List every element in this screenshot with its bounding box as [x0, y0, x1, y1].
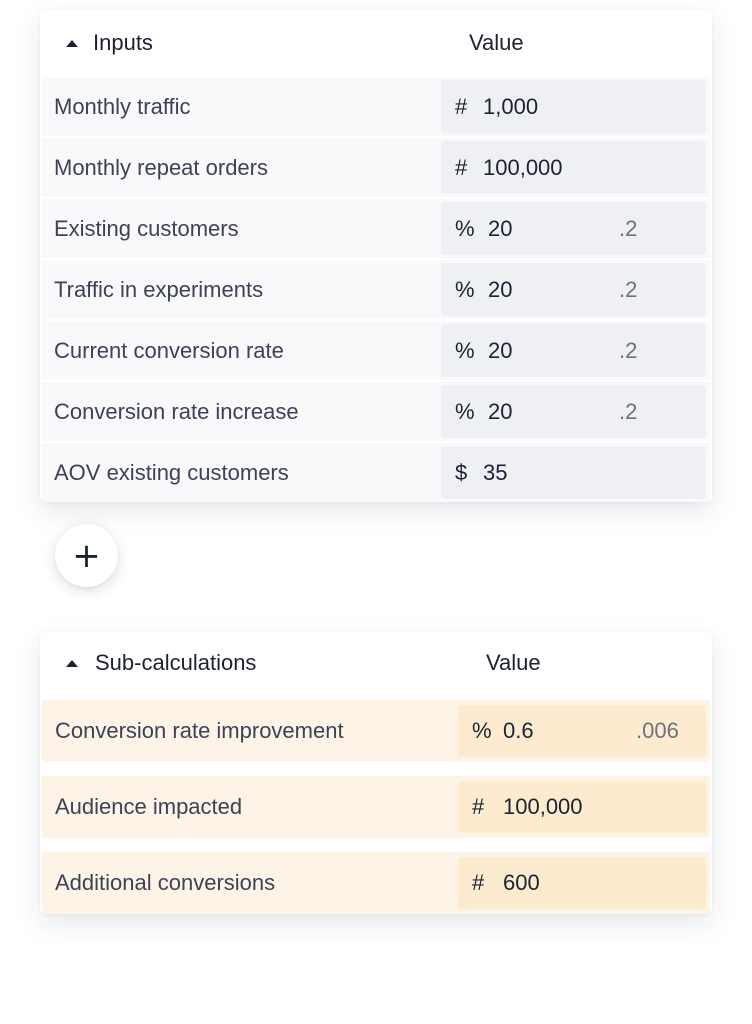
input-label: Existing customers: [54, 215, 239, 241]
subcalc-label: Conversion rate improvement: [55, 718, 344, 743]
subcalculations-header[interactable]: Sub-calculations Value: [40, 632, 712, 694]
input-value-field[interactable]: # 100,000: [441, 141, 706, 194]
input-row: Traffic in experiments % 20 .2: [42, 260, 710, 319]
input-value[interactable]: 20: [488, 215, 513, 241]
add-input-button[interactable]: +: [55, 524, 118, 587]
inputs-value-header: Value: [469, 30, 524, 55]
input-value[interactable]: 20: [488, 398, 513, 424]
inputs-card: Inputs Value Monthly traffic # 1,000 Mon…: [40, 10, 712, 502]
percent-symbol: %: [455, 276, 475, 302]
input-row: Monthly repeat orders # 100,000: [42, 138, 710, 197]
number-symbol: #: [455, 93, 468, 119]
decimal-equivalent: .2: [619, 276, 638, 302]
subcalc-value-field: % 0.6 .006: [458, 705, 706, 757]
input-label: Current conversion rate: [54, 337, 284, 363]
input-value-field[interactable]: # 1,000: [441, 80, 706, 133]
input-value-field[interactable]: % 20 .2: [441, 385, 706, 438]
input-label: Monthly repeat orders: [54, 154, 268, 180]
decimal-equivalent: .2: [619, 215, 638, 241]
subcalculations-card: Sub-calculations Value Conversion rate i…: [40, 632, 712, 914]
percent-symbol: %: [455, 337, 475, 363]
subcalc-row: Conversion rate improvement % 0.6 .006: [42, 700, 710, 762]
subcalc-value: 0.6: [503, 718, 534, 743]
subcalc-value: 600: [503, 870, 540, 895]
collapse-caret-icon[interactable]: [66, 39, 78, 47]
input-value[interactable]: 1,000: [483, 93, 539, 119]
percent-symbol: %: [472, 718, 492, 743]
input-label: AOV existing customers: [54, 459, 289, 485]
decimal-equivalent: .006: [636, 718, 679, 743]
input-row: Existing customers % 20 .2: [42, 199, 710, 258]
input-label: Conversion rate increase: [54, 398, 299, 424]
input-value-field[interactable]: $ 35: [441, 446, 706, 499]
input-value[interactable]: 20: [488, 276, 513, 302]
input-value-field[interactable]: % 20 .2: [441, 324, 706, 377]
subcalc-value-field: # 600: [458, 857, 706, 909]
inputs-title: Inputs: [93, 30, 153, 55]
plus-icon: +: [72, 535, 101, 576]
decimal-equivalent: .2: [619, 398, 638, 424]
input-label: Monthly traffic: [54, 93, 191, 119]
inputs-header[interactable]: Inputs Value: [40, 10, 712, 76]
input-row: Monthly traffic # 1,000: [42, 77, 710, 136]
currency-symbol: $: [455, 459, 468, 485]
subcalc-value-field: # 100,000: [458, 781, 706, 833]
percent-symbol: %: [455, 215, 475, 241]
input-value[interactable]: 100,000: [483, 154, 563, 180]
input-row: Conversion rate increase % 20 .2: [42, 382, 710, 441]
decimal-equivalent: .2: [619, 337, 638, 363]
input-label: Traffic in experiments: [54, 276, 264, 302]
input-value[interactable]: 20: [488, 337, 513, 363]
input-row: AOV existing customers $ 35: [42, 443, 710, 502]
subcalc-value: 100,000: [503, 794, 583, 819]
input-row: Current conversion rate % 20 .2: [42, 321, 710, 380]
input-value-field[interactable]: % 20 .2: [441, 202, 706, 255]
subcalc-row: Additional conversions # 600: [42, 852, 710, 914]
number-symbol: #: [472, 794, 485, 819]
input-value-field[interactable]: % 20 .2: [441, 263, 706, 316]
subcalculations-title: Sub-calculations: [95, 650, 257, 675]
subcalculations-value-header: Value: [486, 650, 541, 675]
number-symbol: #: [455, 154, 468, 180]
percent-symbol: %: [455, 398, 475, 424]
subcalc-label: Additional conversions: [55, 870, 276, 895]
subcalc-label: Audience impacted: [55, 794, 243, 819]
number-symbol: #: [472, 870, 485, 895]
collapse-caret-icon[interactable]: [66, 659, 78, 667]
input-value[interactable]: 35: [483, 459, 508, 485]
subcalc-row: Audience impacted # 100,000: [42, 776, 710, 838]
